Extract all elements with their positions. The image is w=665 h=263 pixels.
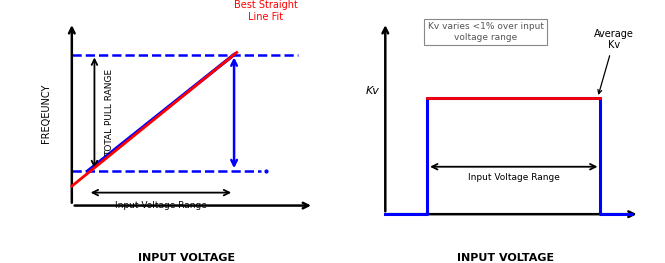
Text: INPUT VOLTAGE: INPUT VOLTAGE bbox=[138, 253, 235, 263]
Text: INPUT VOLTAGE: INPUT VOLTAGE bbox=[457, 253, 554, 263]
Text: FREQEUNCY: FREQEUNCY bbox=[41, 83, 51, 143]
Text: Input Voltage Range: Input Voltage Range bbox=[468, 173, 560, 182]
Text: Kv: Kv bbox=[366, 86, 380, 96]
Text: Input Voltage Range: Input Voltage Range bbox=[115, 201, 207, 210]
Text: TOTAL PULL RANGE: TOTAL PULL RANGE bbox=[105, 69, 114, 156]
Text: Average
Kv: Average Kv bbox=[595, 29, 634, 94]
Text: Best Straight
Line Fit: Best Straight Line Fit bbox=[234, 0, 298, 22]
Text: Kv varies <1% over input
voltage range: Kv varies <1% over input voltage range bbox=[428, 22, 544, 42]
